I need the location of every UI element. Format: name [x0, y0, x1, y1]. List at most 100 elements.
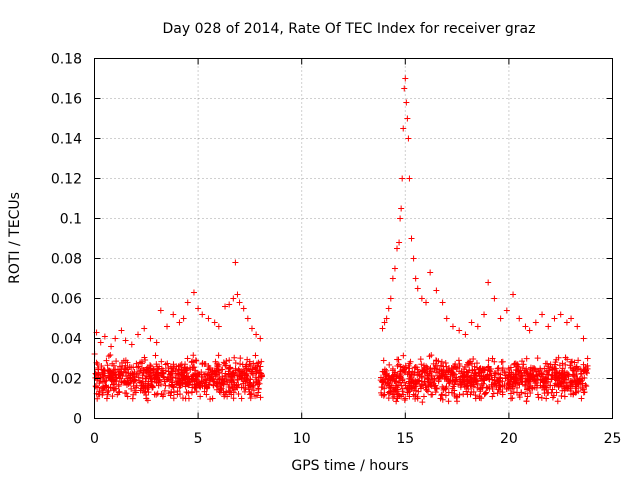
data-point-band [399, 377, 406, 384]
data-point-band [92, 383, 99, 390]
data-point-band [489, 381, 496, 388]
data-point-band [502, 375, 509, 382]
data-point [182, 395, 189, 402]
data-point-band [109, 393, 116, 400]
data-point-band [498, 359, 505, 366]
data-point-band [405, 378, 412, 385]
data-point-band [169, 374, 176, 381]
data-point-band [198, 369, 205, 376]
data-point-band [123, 390, 130, 397]
data-point [215, 323, 222, 330]
data-point-band [110, 384, 117, 391]
data-point-band [252, 365, 259, 372]
data-point-band [512, 366, 519, 373]
data-point-band [170, 395, 177, 402]
data-point [518, 389, 525, 396]
data-point-band [449, 373, 456, 380]
data-point-band [428, 352, 435, 359]
data-point-band [491, 358, 498, 365]
data-point-band [529, 367, 536, 374]
data-point [199, 311, 206, 318]
data-point-band [237, 355, 244, 362]
data-point [159, 393, 166, 400]
data-point [491, 295, 498, 302]
data-point [481, 311, 488, 318]
data-point-band [142, 357, 149, 364]
data-point [403, 99, 410, 106]
data-point-band [431, 375, 438, 382]
data-point-band [433, 357, 440, 364]
data-point [399, 175, 406, 182]
data-point-band [109, 360, 116, 367]
data-point-band [499, 383, 506, 390]
data-point-band [187, 366, 194, 373]
x-tick-label: 15 [396, 431, 414, 447]
data-point [389, 275, 396, 282]
data-point-band [152, 368, 159, 375]
data-point-band [221, 378, 228, 385]
data-point-band [398, 382, 405, 389]
data-point [397, 215, 404, 222]
data-point [385, 305, 392, 312]
data-point-band [580, 361, 587, 368]
data-point-band [486, 367, 493, 374]
data-point [402, 395, 409, 402]
data-point-band [174, 370, 181, 377]
data-point-band [243, 370, 250, 377]
data-point-band [161, 387, 168, 394]
data-point [226, 301, 233, 308]
data-point [97, 339, 104, 346]
data-point-band [184, 365, 191, 372]
data-point [385, 389, 392, 396]
data-point-band [104, 389, 111, 396]
data-point-band [379, 368, 386, 375]
data-point [217, 389, 224, 396]
data-point-band [109, 374, 116, 381]
data-point-band [443, 384, 450, 391]
data-point-band [127, 379, 134, 386]
data-point-band [116, 363, 123, 370]
data-point [423, 299, 430, 306]
data-point-band [206, 381, 213, 388]
data-point [489, 393, 496, 400]
data-point [203, 391, 210, 398]
data-point-band [442, 371, 449, 378]
data-point [412, 275, 419, 282]
data-point-band [487, 368, 494, 375]
data-point-band [180, 374, 187, 381]
data-point-band [230, 395, 237, 402]
data-point-band [385, 373, 392, 380]
data-point-band [256, 367, 263, 374]
data-point-band [201, 382, 208, 389]
data-point-band [432, 389, 439, 396]
data-point-band [221, 372, 228, 379]
data-point-band [165, 375, 172, 382]
data-point-band [121, 378, 128, 385]
data-point [427, 269, 434, 276]
data-point-band [258, 358, 265, 365]
data-point-band [409, 368, 416, 375]
data-point-band [130, 364, 137, 371]
data-point-band [383, 367, 390, 374]
data-point-band [570, 367, 577, 374]
y-tick-label: 0 [73, 412, 82, 428]
data-point-band [115, 381, 122, 388]
data-point [400, 391, 407, 398]
data-point [103, 395, 110, 402]
data-point-band [152, 374, 159, 381]
data-point-band [476, 394, 483, 401]
data-point-band [206, 374, 213, 381]
data-point-band [237, 373, 244, 380]
data-point-band [438, 372, 445, 379]
data-point-band [213, 379, 220, 386]
data-point [414, 395, 421, 402]
data-point [238, 395, 245, 402]
data-point-band [439, 391, 446, 398]
data-point-band [110, 367, 117, 374]
data-point [545, 323, 552, 330]
data-point [472, 395, 479, 402]
data-point-band [480, 380, 487, 387]
data-point-band [428, 379, 435, 386]
data-point [404, 115, 411, 122]
data-point-band [494, 365, 501, 372]
